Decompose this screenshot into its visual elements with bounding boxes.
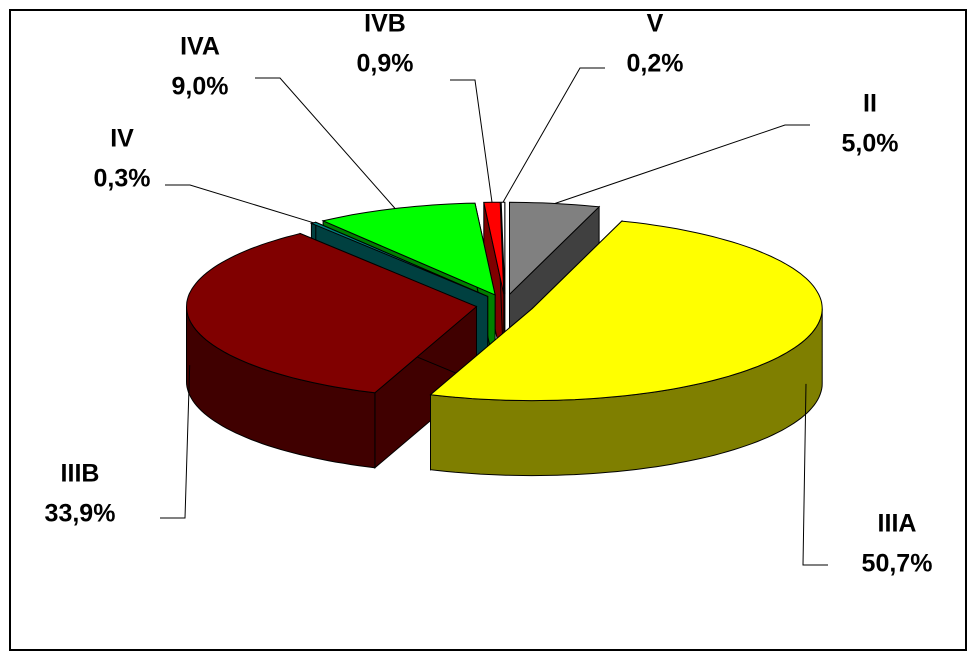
value-label: 33,9% bbox=[45, 500, 116, 528]
category-label: II bbox=[863, 90, 877, 118]
leader-line bbox=[802, 383, 828, 566]
leader-line bbox=[554, 124, 810, 204]
value-label: 50,7% bbox=[862, 550, 933, 578]
category-label: IIIA bbox=[878, 510, 917, 538]
category-label: IIIB bbox=[61, 460, 100, 488]
slice bbox=[185, 232, 478, 394]
value-label: 0,3% bbox=[94, 165, 151, 193]
value-label: 0,9% bbox=[357, 50, 414, 78]
value-label: 5,0% bbox=[842, 130, 899, 158]
leader-line bbox=[450, 79, 493, 203]
slice bbox=[429, 220, 823, 402]
value-label: 0,2% bbox=[627, 50, 684, 78]
category-label: IVA bbox=[180, 33, 220, 61]
leader-line bbox=[160, 365, 191, 519]
leader-line bbox=[255, 77, 396, 209]
category-label: IVB bbox=[364, 10, 406, 38]
category-label: IV bbox=[110, 125, 134, 153]
leader-line bbox=[502, 67, 605, 203]
leader-line bbox=[165, 184, 314, 224]
value-label: 9,0% bbox=[172, 73, 229, 101]
category-label: V bbox=[647, 10, 664, 38]
slice bbox=[321, 202, 496, 296]
